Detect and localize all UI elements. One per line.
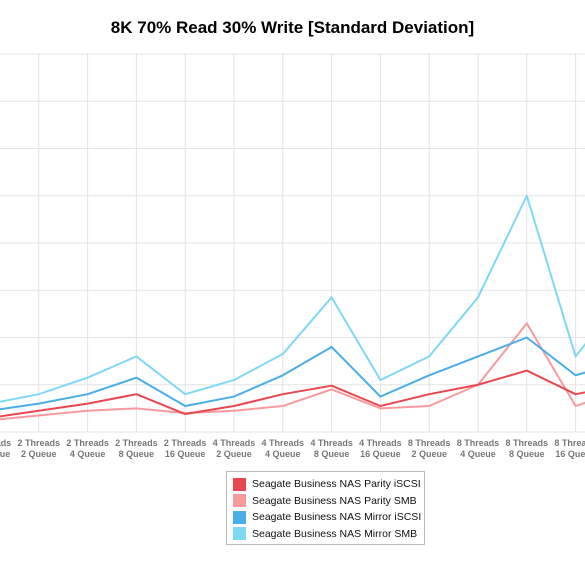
legend-label: Seagate Business NAS Parity iSCSI: [252, 478, 421, 491]
x-tick-label: 8 Threads 4 Queue: [457, 438, 500, 459]
chart-title: 8K 70% Read 30% Write [Standard Deviatio…: [110, 18, 475, 37]
grid-lines: [0, 53, 585, 433]
series-line-1: [0, 322, 585, 421]
series-line-3: [0, 194, 585, 403]
legend-label: Seagate Business NAS Mirror SMB: [252, 527, 418, 540]
x-tick-label: 8 Threads 2 Queue: [408, 438, 451, 459]
legend-item: Seagate Business NAS Parity SMB: [233, 493, 418, 510]
x-tick-label: 4 Threads 2 Queue: [213, 438, 256, 459]
legend: Seagate Business NAS Parity iSCSI Seagate…: [226, 471, 425, 545]
x-tick-label: 2 Threads 4 Queue: [66, 438, 109, 459]
x-tick-label: 4 Threads 8 Queue: [310, 438, 353, 459]
legend-swatch: [233, 494, 246, 508]
series-line-0: [0, 369, 585, 418]
x-tick-label: 2 Threads 8 Queue: [115, 438, 158, 459]
x-tick-label: 2 Threads 2 Queue: [18, 438, 61, 459]
legend-label: Seagate Business NAS Mirror iSCSI: [252, 511, 422, 524]
legend-swatch: [233, 510, 246, 524]
series-line-2: [0, 336, 585, 411]
x-tick-label: 8 Threads 8 Queue: [506, 438, 549, 459]
legend-item: Seagate Business NAS Mirror iSCSI: [233, 509, 422, 526]
x-tick-label: 2 Threads 16 Queue: [164, 438, 207, 459]
legend-swatch: [233, 527, 246, 541]
legend-item: Seagate Business NAS Parity iSCSI: [233, 476, 421, 493]
legend-item: Seagate Business NAS Mirror SMB: [233, 526, 418, 543]
legend-swatch: [233, 477, 246, 491]
legend-label: Seagate Business NAS Parity SMB: [252, 494, 417, 507]
x-tick-label: 4 Threads 4 Queue: [262, 438, 305, 459]
series-lines: [0, 194, 585, 421]
x-tick-label: 4 Threads 16 Queue: [359, 438, 402, 459]
